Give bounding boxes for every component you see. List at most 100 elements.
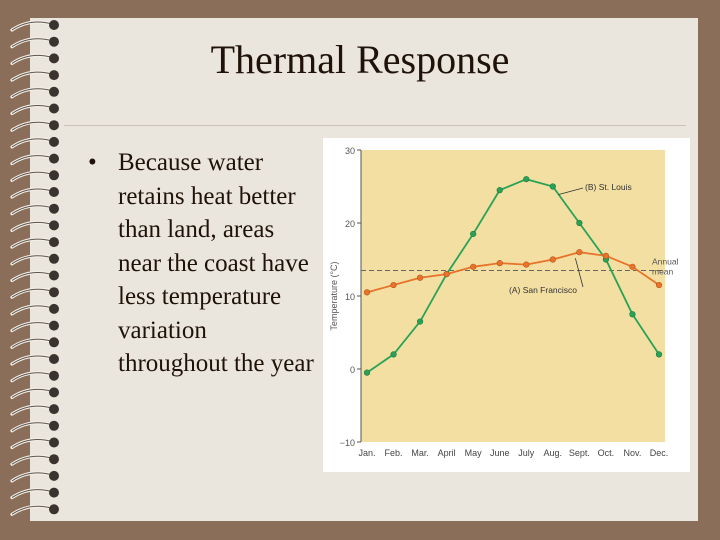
x-tick-label: Nov. [624, 448, 642, 458]
spiral-loop-outline [11, 105, 53, 114]
spiral-hole [49, 320, 59, 331]
spiral-loop-outline [11, 138, 53, 148]
data-point-st-louis [363, 369, 371, 376]
spiral-loop-outline [11, 121, 53, 131]
spiral-loop-outline [11, 405, 53, 415]
spiral-hole [49, 270, 59, 281]
spiral-loop-outline [11, 355, 53, 365]
spiral-hole [49, 454, 59, 465]
y-tick-label: −10 [340, 438, 355, 448]
spiral-loop-outline [11, 188, 53, 198]
spiral-hole [49, 120, 59, 131]
data-point-san-francisco [416, 274, 424, 281]
spiral-hole [49, 103, 59, 114]
annual-mean-label: mean [652, 266, 674, 276]
x-tick-label: Feb. [385, 448, 403, 458]
bullet-point: • Because water retains heat better than… [88, 146, 318, 381]
data-point-san-francisco [549, 256, 556, 263]
data-point-st-louis [470, 230, 477, 238]
data-point-san-francisco [602, 252, 610, 259]
data-point-st-louis [390, 351, 397, 358]
bullet-marker: • [88, 149, 97, 176]
spiral-loop-outline [11, 88, 53, 98]
slide-title: Thermal Response [210, 37, 510, 82]
spiral-hole [49, 153, 59, 164]
series-leader-san-francisco [574, 258, 584, 288]
x-tick-label: April [438, 448, 456, 458]
spiral-loop-outline [11, 272, 53, 281]
spiral-hole [49, 370, 59, 381]
y-tick-label: 10 [345, 292, 355, 302]
y-tick-label: 0 [350, 365, 355, 375]
spiral-hole [49, 354, 59, 364]
spiral-hole [49, 203, 59, 214]
spiral-hole [49, 70, 59, 81]
annual-mean-label: Annual [652, 256, 679, 266]
spiral-loop-outline [11, 255, 53, 265]
spiral-hole [49, 287, 59, 298]
bullet-text: Because water retains heat better than l… [118, 149, 314, 377]
data-point-st-louis [416, 318, 424, 325]
spiral-hole [49, 420, 59, 431]
x-tick-label: May [465, 448, 483, 458]
data-point-san-francisco [523, 261, 530, 268]
x-tick-label: Jan. [358, 448, 375, 458]
spiral-hole [49, 36, 59, 47]
data-point-st-louis [496, 187, 503, 194]
y-tick-label: 20 [345, 219, 355, 229]
spiral-hole [49, 136, 59, 147]
data-point-san-francisco [390, 281, 397, 289]
series-label-st-louis: (B) St. Louis [585, 182, 632, 192]
spiral-loop-outline [11, 372, 53, 382]
data-point-san-francisco [470, 263, 477, 270]
data-point-san-francisco [576, 249, 583, 256]
plot-area [361, 150, 665, 442]
chart-svg: 30 20 10 0 −10 Temperature (°C) Jan. Feb. Mar. Ap… [329, 146, 679, 458]
spiral-hole [49, 504, 59, 515]
spiral-hole [49, 20, 59, 30]
spiral-loop-outline [11, 388, 53, 398]
series-label-san-francisco: (A) San Francisco [509, 285, 577, 295]
series-line-st-louis [366, 178, 660, 374]
series-leader-st-louis [558, 187, 584, 195]
spiral-loop-outline [11, 455, 53, 465]
spiral-loop-outline [11, 338, 53, 348]
data-point-st-louis [576, 219, 583, 227]
data-point-st-louis [523, 176, 530, 183]
y-tick-label: 30 [345, 146, 355, 156]
spiral-loop-outline [11, 38, 53, 48]
data-point-san-francisco [363, 289, 371, 296]
spiral-hole [49, 470, 59, 481]
spiral-hole [49, 487, 59, 498]
spiral-binding [10, 20, 59, 516]
spiral-hole [49, 170, 59, 181]
spiral-loop-outline [11, 489, 53, 499]
spiral-hole [49, 237, 59, 248]
x-tick-label: Dec. [650, 448, 669, 458]
spiral-loop-outline [11, 439, 53, 448]
spiral-loop-outline [11, 155, 53, 165]
data-point-st-louis [629, 311, 636, 318]
data-point-san-francisco [443, 271, 450, 278]
title-divider [64, 125, 686, 126]
spiral-loop-outline [11, 305, 53, 315]
spiral-hole [49, 86, 59, 97]
spiral-loop-outline [11, 221, 53, 231]
spiral-hole [49, 404, 59, 415]
data-point-san-francisco [629, 263, 636, 270]
temperature-chart: 30 20 10 0 −10 Temperature (°C) Jan. Feb. Mar. Ap… [323, 138, 690, 472]
x-tick-label: Sept. [569, 448, 590, 458]
data-point-st-louis [549, 183, 556, 190]
spiral-hole [49, 387, 59, 398]
spiral-loop-outline [11, 54, 53, 64]
spiral-loop-outline [11, 322, 53, 332]
spiral-loop-outline [11, 71, 53, 81]
x-tick-label: June [490, 448, 510, 458]
x-tick-label: Aug. [544, 448, 563, 458]
spiral-loop-outline [11, 288, 53, 298]
y-axis-label: Temperature (°C) [329, 261, 339, 330]
spiral-loop-outline [11, 472, 53, 482]
spiral-loop-outline [11, 21, 53, 31]
spiral-hole [49, 303, 59, 314]
x-tick-label: Oct. [598, 448, 615, 458]
